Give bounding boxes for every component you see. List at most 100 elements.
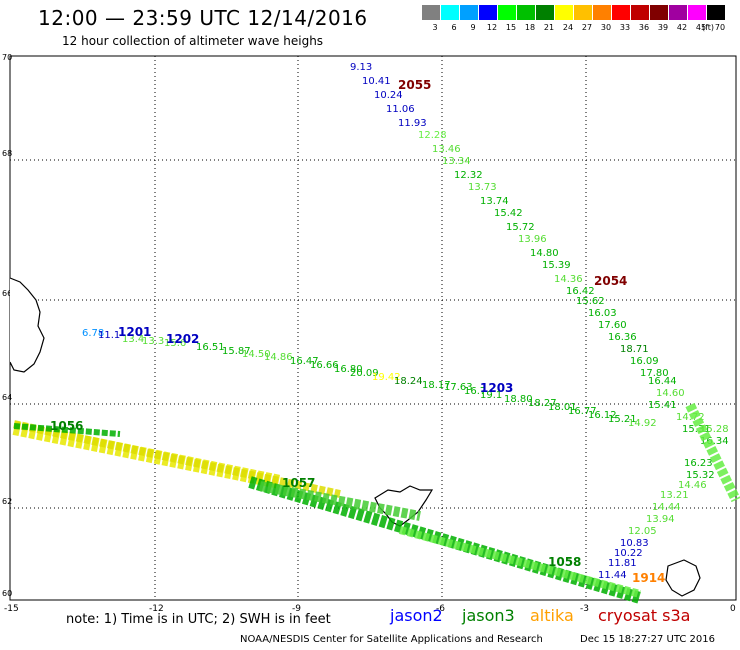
wave-height-value: 11.81 <box>608 558 637 569</box>
legend-swatch <box>498 5 516 20</box>
pass-time-label: 2055 <box>398 78 431 92</box>
wave-height-value: 16.09 <box>630 356 659 367</box>
wave-height-value: 10.41 <box>362 76 391 87</box>
legend-label: 6 <box>451 23 457 32</box>
wave-height-value: 13.3 <box>142 336 164 347</box>
legend-swatch <box>536 5 554 20</box>
legend-swatch <box>555 5 573 20</box>
wave-height-value: 14.92 <box>628 418 657 429</box>
legend-swatch <box>650 5 668 20</box>
wave-height-value: 12.28 <box>418 130 447 141</box>
satellite-jason3: jason3 <box>462 606 515 625</box>
shetland-islands <box>665 559 701 597</box>
wave-height-value: 18.71 <box>620 344 649 355</box>
legend-label: 12 <box>486 23 498 32</box>
satellite-jason2: jason2 <box>390 606 443 625</box>
wave-height-value: 16.12 <box>588 410 617 421</box>
legend-swatch <box>631 5 649 20</box>
pass-time-label: 1057 <box>282 476 315 490</box>
lat-label: 60 <box>2 589 12 598</box>
wave-height-value: 11.06 <box>386 104 415 115</box>
satellite-altika: altika <box>530 606 574 625</box>
wave-height-value: 13.21 <box>660 490 689 501</box>
timestamp-text: Dec 15 18:27:27 UTC 2016 <box>580 634 715 645</box>
wave-height-value: 19.42 <box>372 372 401 383</box>
wave-height-value: 14.80 <box>530 248 559 259</box>
lon-label: -15 <box>4 604 19 614</box>
legend-swatch <box>593 5 611 20</box>
faroe-islands <box>374 485 434 527</box>
wave-height-value: 15.6 <box>164 338 186 349</box>
wave-height-value: 12.32 <box>454 170 483 181</box>
wave-height-value: 10.83 <box>620 538 649 549</box>
jason3-track-band <box>13 423 121 437</box>
wave-height-value: 17.63 <box>444 382 473 393</box>
wave-height-value: 17.60 <box>598 320 627 331</box>
wave-height-value: 15.21 <box>608 414 637 425</box>
lat-label: 66 <box>2 289 12 298</box>
legend-label: 3 <box>432 23 438 32</box>
lat-label: 62 <box>2 497 12 506</box>
satellite-cryosat: cryosat s3a <box>598 606 691 625</box>
legend-swatch <box>669 5 687 20</box>
jason3-track-band <box>685 402 740 503</box>
legend-label: 70 <box>714 23 726 32</box>
wave-height-value: 13.74 <box>480 196 509 207</box>
wave-height-value: 9.13 <box>350 62 372 73</box>
legend-swatch <box>517 5 535 20</box>
wave-height-value: 19.1 <box>480 390 502 401</box>
legend-swatch <box>460 5 478 20</box>
altika-track-band <box>13 420 341 498</box>
pass-time-label: 1056 <box>50 419 83 433</box>
pass-time-label: 1058 <box>548 555 581 569</box>
wave-height-value: 16.36 <box>608 332 637 343</box>
wave-height-value: 15.28 <box>700 424 729 435</box>
wave-height-value: 13.94 <box>646 514 675 525</box>
wave-height-value: 16.42 <box>566 286 595 297</box>
legend-swatch <box>422 5 440 20</box>
wave-height-value: 18.80 <box>504 394 533 405</box>
lon-label: -6 <box>436 604 445 614</box>
legend-label: 9 <box>470 23 476 32</box>
legend-label: 42 <box>676 23 688 32</box>
legend-label: 18 <box>524 23 536 32</box>
legend-label: 33 <box>619 23 631 32</box>
wave-height-value: 15.39 <box>542 260 571 271</box>
wave-height-value: 10.24 <box>374 90 403 101</box>
footer-note: note: 1) Time is in UTC; 2) SWH is in fe… <box>66 612 331 627</box>
lon-label: -12 <box>149 604 164 614</box>
wave-height-value: 11.44 <box>598 570 627 581</box>
pass-time-label: 1203 <box>480 381 513 395</box>
jason3-track-band <box>398 526 642 598</box>
lon-label: 0 <box>730 604 736 614</box>
wave-height-value: 14.50 <box>242 349 271 360</box>
wave-height-value: 13.96 <box>518 234 547 245</box>
wave-height-value: 16.66 <box>310 360 339 371</box>
greenland-coast <box>9 277 45 373</box>
wave-height-value: 15.72 <box>506 222 535 233</box>
lon-label: -9 <box>292 604 301 614</box>
wave-height-value: 11.1 <box>98 330 120 341</box>
legend-label: 30 <box>600 23 612 32</box>
wave-height-value: 18.01 <box>548 402 577 413</box>
wave-height-value: 14.72 <box>676 412 705 423</box>
pass-time-label: 2054 <box>594 274 627 288</box>
legend-swatch <box>441 5 459 20</box>
wave-height-value: 14.46 <box>678 480 707 491</box>
wave-height-value: 16.77 <box>568 406 597 417</box>
wave-height-value: 10.22 <box>614 548 643 559</box>
wave-height-value: 18.17 <box>422 380 451 391</box>
legend-label: 27 <box>581 23 593 32</box>
wave-height-value: 16.47 <box>290 356 319 367</box>
legend-label: 15 <box>505 23 517 32</box>
lat-label: 68 <box>2 149 12 158</box>
wave-height-value: 15.87 <box>222 346 251 357</box>
wave-height-value: 15.42 <box>494 208 523 219</box>
legend-swatch <box>707 5 725 20</box>
pass-time-label: 1201 <box>118 325 151 339</box>
legend-label: 24 <box>562 23 574 32</box>
wave-height-value: 13.73 <box>468 182 497 193</box>
legend-label: 45 <box>695 23 707 32</box>
legend-label: 36 <box>638 23 650 32</box>
legend-unit: (ft) <box>702 23 715 32</box>
